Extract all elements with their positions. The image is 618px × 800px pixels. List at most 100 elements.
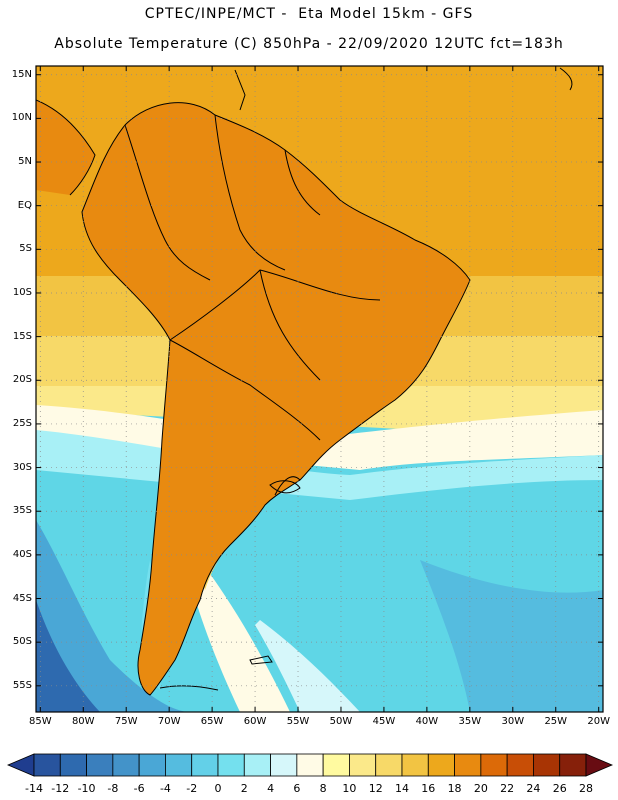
lat-label: 15S bbox=[12, 330, 32, 342]
axis-ticks bbox=[36, 66, 603, 712]
lat-label: 45S bbox=[12, 592, 32, 604]
colorbar-box bbox=[533, 753, 561, 777]
border-line bbox=[259, 269, 321, 381]
colorbar-label: 10 bbox=[342, 782, 357, 795]
warm-tongue-patagonia bbox=[190, 560, 290, 712]
lon-label: 20W bbox=[587, 716, 611, 727]
pale-tongue-atlantic bbox=[255, 620, 360, 712]
colorbar-label: -2 bbox=[186, 782, 198, 795]
lat-label: 35S bbox=[12, 505, 32, 517]
lon-label: 35W bbox=[458, 716, 482, 727]
lat-label: 5N bbox=[18, 156, 32, 168]
colorbar-under-arrow bbox=[6, 753, 35, 777]
map-frame bbox=[35, 65, 604, 713]
colorbar-label: 28 bbox=[579, 782, 593, 795]
colorbar-label: 12 bbox=[368, 782, 383, 795]
border-line bbox=[214, 114, 286, 271]
border-line bbox=[124, 124, 211, 281]
cold-pool-southeast bbox=[420, 560, 603, 712]
colorbar-label: 22 bbox=[500, 782, 515, 795]
colorbar-label: 18 bbox=[447, 782, 462, 795]
lon-label: 75W bbox=[114, 716, 138, 727]
coast-caribbean-east bbox=[559, 67, 573, 91]
colorbar-over-arrow bbox=[585, 753, 614, 777]
lat-label: 15N bbox=[11, 68, 32, 80]
cold-pool-southwest bbox=[36, 520, 190, 712]
colorbar-box bbox=[401, 753, 429, 777]
colorbar-label: -14 bbox=[25, 782, 43, 795]
lat-label: 5S bbox=[19, 243, 32, 255]
falkland-islands bbox=[249, 655, 273, 665]
lat-label: 10S bbox=[12, 286, 32, 298]
colorbar-label: -12 bbox=[51, 782, 70, 795]
colorbar-box bbox=[480, 753, 508, 777]
colorbar-box bbox=[165, 753, 193, 777]
lat-label: 50S bbox=[12, 636, 32, 648]
lon-label: 40W bbox=[415, 716, 439, 727]
colorbar-label: 6 bbox=[293, 782, 301, 795]
map-title-line1: CPTEC/INPE/MCT - Eta Model 15km - GFS bbox=[144, 6, 474, 22]
colorbar-box bbox=[296, 753, 324, 777]
lon-label: 45W bbox=[372, 716, 396, 727]
colorbar bbox=[6, 753, 614, 777]
lon-label: 30W bbox=[501, 716, 525, 727]
lon-label: 80W bbox=[71, 716, 95, 727]
colorbar-box bbox=[33, 753, 61, 777]
colorbar-label: -6 bbox=[133, 782, 145, 795]
coast-central-america bbox=[36, 99, 96, 196]
lat-label: 10N bbox=[11, 112, 32, 124]
border-line bbox=[274, 476, 301, 496]
lon-label: 70W bbox=[157, 716, 181, 727]
colorbar-box bbox=[217, 753, 245, 777]
colorbar-box bbox=[270, 753, 298, 777]
rio-de-la-plata bbox=[269, 480, 301, 494]
lon-label: 50W bbox=[329, 716, 353, 727]
colorbar-box bbox=[506, 753, 534, 777]
colorbar-label: 20 bbox=[473, 782, 488, 795]
colorbar-label: -10 bbox=[77, 782, 96, 795]
colorbar-label: 14 bbox=[395, 782, 409, 795]
political-boundaries bbox=[36, 67, 573, 696]
tierra-del-fuego bbox=[159, 685, 219, 691]
lon-label: 85W bbox=[28, 716, 52, 727]
colorbar-box bbox=[454, 753, 482, 777]
colorbar-box bbox=[322, 753, 350, 777]
colorbar-box bbox=[559, 753, 587, 777]
lat-label: 40S bbox=[12, 548, 32, 560]
border-line bbox=[284, 149, 321, 216]
colorbar-box bbox=[427, 753, 455, 777]
colorbar-label: 24 bbox=[526, 782, 541, 795]
lat-label: 30S bbox=[12, 461, 32, 473]
colorbar-box bbox=[349, 753, 377, 777]
colorbar-label: 26 bbox=[552, 782, 567, 795]
lat-label: 25S bbox=[12, 417, 32, 429]
colorbar-label: -8 bbox=[107, 782, 119, 795]
colorbar-label: 2 bbox=[240, 782, 248, 795]
map-title-line2: Absolute Temperature (C) 850hPa - 22/09/… bbox=[54, 36, 564, 52]
lon-label: 25W bbox=[544, 716, 568, 727]
lat-label: EQ bbox=[17, 199, 32, 211]
colorbar-label: 4 bbox=[267, 782, 275, 795]
colorbar-box bbox=[138, 753, 166, 777]
lon-label: 60W bbox=[243, 716, 267, 727]
colorbar-box bbox=[375, 753, 403, 777]
colorbar-label: 16 bbox=[421, 782, 436, 795]
colorbar-label: 8 bbox=[319, 782, 327, 795]
field-layer bbox=[36, 66, 603, 712]
border-line bbox=[169, 339, 321, 441]
coast-caribbean bbox=[234, 69, 246, 111]
cold-pool-deep bbox=[36, 600, 100, 712]
colorbar-box bbox=[59, 753, 87, 777]
colorbar-box bbox=[86, 753, 114, 777]
colorbar-box bbox=[112, 753, 140, 777]
lat-label: 20S bbox=[12, 374, 32, 386]
colorbar-label: 0 bbox=[214, 782, 222, 795]
lon-label: 55W bbox=[286, 716, 310, 727]
lat-label: 55S bbox=[12, 679, 32, 691]
lon-label: 65W bbox=[200, 716, 224, 727]
colorbar-label: -4 bbox=[159, 782, 171, 795]
land-central-america bbox=[36, 100, 95, 195]
colorbar-box bbox=[191, 753, 219, 777]
colorbar-box bbox=[243, 753, 271, 777]
